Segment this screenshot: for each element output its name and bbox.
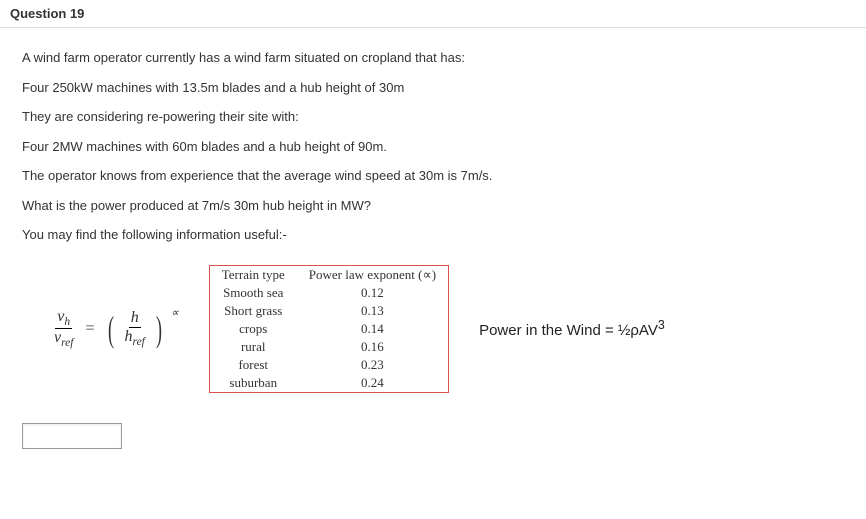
lhs-fraction: vh vref bbox=[52, 308, 75, 349]
col-terrain: Terrain type bbox=[209, 265, 296, 284]
cell-terrain: crops bbox=[209, 320, 296, 338]
table-row: crops0.14 bbox=[209, 320, 448, 338]
cell-value: 0.23 bbox=[297, 356, 449, 374]
rhs-den-sym: h bbox=[125, 328, 133, 345]
para-3: They are considering re-powering their s… bbox=[22, 107, 844, 127]
cell-value: 0.14 bbox=[297, 320, 449, 338]
lhs-den-sub: ref bbox=[61, 337, 73, 349]
para-5: The operator knows from experience that … bbox=[22, 166, 844, 186]
right-paren: ) bbox=[156, 311, 162, 347]
rhs-fraction: h href bbox=[123, 309, 147, 348]
cell-terrain: suburban bbox=[209, 374, 296, 393]
para-1: A wind farm operator currently has a win… bbox=[22, 48, 844, 68]
para-4: Four 2MW machines with 60m blades and a … bbox=[22, 137, 844, 157]
table-row: rural0.16 bbox=[209, 338, 448, 356]
cell-value: 0.13 bbox=[297, 302, 449, 320]
para-2: Four 250kW machines with 13.5m blades an… bbox=[22, 78, 844, 98]
info-row: vh vref = ( h href ) ∝ Terrain type Powe… bbox=[22, 265, 844, 393]
rhs-num-sym: h bbox=[131, 309, 139, 326]
cell-terrain: forest bbox=[209, 356, 296, 374]
equals-sign: = bbox=[81, 320, 98, 338]
cell-value: 0.16 bbox=[297, 338, 449, 356]
cell-terrain: rural bbox=[209, 338, 296, 356]
terrain-table: Terrain type Power law exponent (∝) Smoo… bbox=[209, 265, 449, 393]
table-header-row: Terrain type Power law exponent (∝) bbox=[209, 265, 448, 284]
table-row: Short grass0.13 bbox=[209, 302, 448, 320]
left-paren: ( bbox=[108, 311, 114, 347]
table-row: forest0.23 bbox=[209, 356, 448, 374]
para-7: You may find the following information u… bbox=[22, 225, 844, 245]
question-content: A wind farm operator currently has a win… bbox=[0, 28, 866, 469]
cell-terrain: Smooth sea bbox=[209, 284, 296, 302]
cell-value: 0.24 bbox=[297, 374, 449, 393]
answer-input[interactable] bbox=[22, 423, 122, 449]
rhs-den-sub: ref bbox=[133, 336, 145, 348]
para-6: What is the power produced at 7m/s 30m h… bbox=[22, 196, 844, 216]
shear-formula: vh vref = ( h href ) ∝ bbox=[22, 308, 179, 349]
exponent: ∝ bbox=[171, 306, 179, 319]
table-row: suburban0.24 bbox=[209, 374, 448, 393]
cell-value: 0.12 bbox=[297, 284, 449, 302]
lhs-num-sub: h bbox=[64, 316, 70, 328]
power-equation: Power in the Wind = ½ρAV3 bbox=[479, 318, 665, 339]
col-exponent: Power law exponent (∝) bbox=[297, 265, 449, 284]
cell-terrain: Short grass bbox=[209, 302, 296, 320]
table-row: Smooth sea0.12 bbox=[209, 284, 448, 302]
question-header: Question 19 bbox=[0, 0, 866, 28]
